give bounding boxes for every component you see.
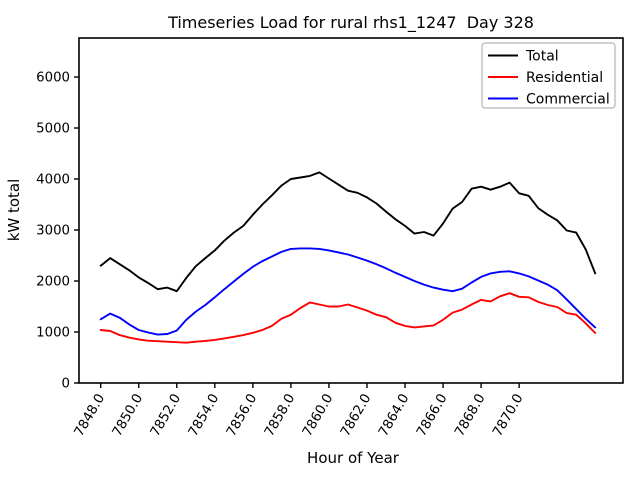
y-tick-label: 1000 (36, 326, 70, 341)
series-line-total (99, 171, 597, 293)
x-tick-label: 7854.0 (186, 392, 222, 440)
x-tick-label: 7860.0 (300, 392, 336, 440)
series-line-commercial (99, 247, 597, 336)
x-axis-label: Hour of Year (307, 449, 400, 467)
x-tick-label: 7862.0 (338, 392, 374, 440)
x-tick-label: 7850.0 (110, 392, 146, 440)
x-tick-label: 7870.0 (490, 392, 526, 440)
y-tick-label: 3000 (36, 224, 70, 239)
y-tick-label: 6000 (36, 71, 70, 86)
chart-title: Timeseries Load for rural rhs1_1247 Day … (167, 13, 534, 33)
legend-label-commercial: Commercial (526, 92, 610, 108)
x-tick-label: 7848.0 (72, 392, 108, 440)
y-tick-label: 4000 (36, 173, 70, 188)
legend-box (481, 42, 616, 109)
legend-entry-residential: Residential (488, 70, 603, 86)
x-tick-label: 7868.0 (452, 392, 488, 440)
y-axis-label: kW total (5, 179, 23, 242)
x-tick-label: 7864.0 (376, 392, 412, 440)
y-tick-label: 5000 (36, 122, 70, 137)
x-tick-label: 7858.0 (262, 392, 298, 440)
series-line-residential (99, 292, 597, 344)
legend: Total Residential Commercial (481, 42, 616, 109)
plot-border (78, 37, 624, 384)
y-tick-label: 2000 (36, 275, 70, 290)
legend-entry-total: Total (488, 49, 559, 65)
legend-entry-commercial: Commercial (488, 92, 610, 108)
x-tick-label: 7866.0 (414, 392, 450, 440)
y-tick-label: 0 (62, 377, 70, 392)
legend-label-residential: Residential (526, 70, 603, 86)
legend-label-total: Total (525, 49, 559, 65)
x-tick-label: 7852.0 (148, 392, 184, 440)
x-tick-label: 7856.0 (224, 392, 260, 440)
